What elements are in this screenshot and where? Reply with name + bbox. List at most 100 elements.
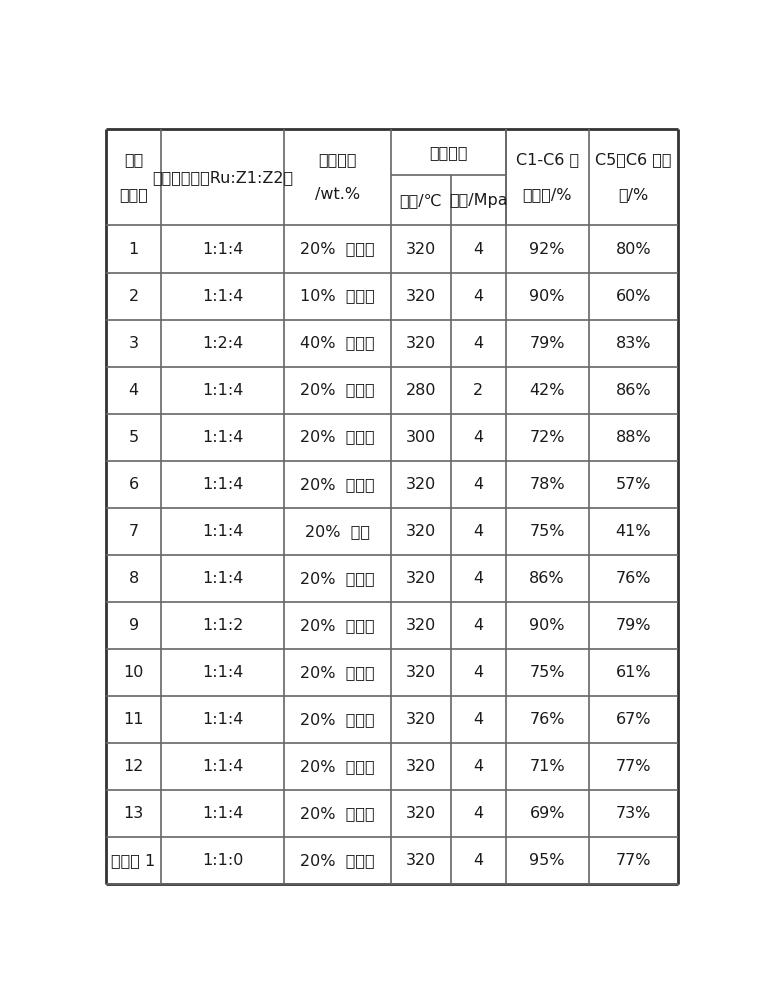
Text: 320: 320: [405, 759, 436, 774]
Text: 1:1:4: 1:1:4: [202, 665, 243, 680]
Text: 1:1:2: 1:1:2: [202, 618, 243, 633]
Text: 20%  山梨醇: 20% 山梨醇: [300, 759, 375, 774]
Text: 95%: 95%: [529, 853, 565, 868]
Text: 90%: 90%: [529, 289, 565, 304]
Text: 10: 10: [123, 665, 144, 680]
Text: 温度/℃: 温度/℃: [399, 193, 442, 208]
Text: 3: 3: [129, 336, 138, 351]
Text: 4: 4: [474, 336, 483, 351]
Text: 90%: 90%: [529, 618, 565, 633]
Text: 20%  山梨醇: 20% 山梨醇: [300, 383, 375, 398]
Text: 320: 320: [405, 853, 436, 868]
Text: 10%  山梨醇: 10% 山梨醇: [300, 289, 375, 304]
Text: 320: 320: [405, 242, 436, 257]
Text: 20%  山梨醇: 20% 山梨醇: [300, 806, 375, 821]
Text: 71%: 71%: [529, 759, 565, 774]
Text: 1:1:4: 1:1:4: [202, 383, 243, 398]
Text: 320: 320: [405, 806, 436, 821]
Text: 20%  山梨醇: 20% 山梨醇: [300, 430, 375, 445]
Text: 76%: 76%: [616, 571, 651, 586]
Text: 1:1:4: 1:1:4: [202, 712, 243, 727]
Text: 12: 12: [123, 759, 144, 774]
Text: 320: 320: [405, 524, 436, 539]
Text: 320: 320: [405, 477, 436, 492]
Text: 79%: 79%: [529, 336, 565, 351]
Text: 4: 4: [474, 289, 483, 304]
Text: 75%: 75%: [529, 524, 565, 539]
Text: 4: 4: [474, 853, 483, 868]
Text: 1:1:4: 1:1:4: [202, 242, 243, 257]
Text: 20%  木糖醇: 20% 木糖醇: [300, 571, 375, 586]
Text: 60%: 60%: [616, 289, 651, 304]
Text: 92%: 92%: [529, 242, 565, 257]
Text: 72%: 72%: [529, 430, 565, 445]
Text: 4: 4: [474, 524, 483, 539]
Text: 20%  山梨醇: 20% 山梨醇: [300, 853, 375, 868]
Text: 20%  木糖: 20% 木糖: [305, 524, 370, 539]
Text: 2: 2: [474, 383, 483, 398]
Text: 7: 7: [129, 524, 138, 539]
Text: 78%: 78%: [529, 477, 565, 492]
Text: C5、C6 选择

性/%: C5、C6 选择 性/%: [595, 152, 672, 202]
Text: 8: 8: [129, 571, 138, 586]
Text: 13: 13: [123, 806, 144, 821]
Text: 20%  山梨醇: 20% 山梨醇: [300, 242, 375, 257]
Text: 4: 4: [474, 712, 483, 727]
Text: 4: 4: [474, 430, 483, 445]
Text: 42%: 42%: [529, 383, 565, 398]
Text: 1:1:4: 1:1:4: [202, 289, 243, 304]
Text: 320: 320: [405, 665, 436, 680]
Text: 1:1:0: 1:1:0: [202, 853, 243, 868]
Text: 320: 320: [405, 712, 436, 727]
Text: 20%  山梨醇: 20% 山梨醇: [300, 712, 375, 727]
Text: 4: 4: [474, 665, 483, 680]
Text: 1:1:4: 1:1:4: [202, 430, 243, 445]
Text: 1:1:4: 1:1:4: [202, 571, 243, 586]
Text: 77%: 77%: [616, 759, 651, 774]
Text: 67%: 67%: [616, 712, 651, 727]
Text: 20%  山梨醇: 20% 山梨醇: [300, 618, 375, 633]
Text: 反应条件: 反应条件: [429, 145, 467, 160]
Text: C1-C6 烷

烃产率/%: C1-C6 烷 烃产率/%: [516, 152, 578, 202]
Text: 应用

实施例: 应用 实施例: [119, 152, 148, 202]
Text: 对比例 1: 对比例 1: [112, 853, 156, 868]
Text: 20%  葡萄糖: 20% 葡萄糖: [300, 477, 375, 492]
Text: 9: 9: [129, 618, 138, 633]
Text: 1: 1: [129, 242, 138, 257]
Text: 280: 280: [405, 383, 436, 398]
Text: 1:1:4: 1:1:4: [202, 524, 243, 539]
Text: 76%: 76%: [529, 712, 565, 727]
Text: 6: 6: [129, 477, 138, 492]
Text: 86%: 86%: [529, 571, 565, 586]
Text: 1:1:4: 1:1:4: [202, 806, 243, 821]
Text: 77%: 77%: [616, 853, 651, 868]
Text: 86%: 86%: [616, 383, 651, 398]
Text: 催化剂组成（Ru:Z1:Z2）: 催化剂组成（Ru:Z1:Z2）: [152, 170, 293, 185]
Text: 69%: 69%: [529, 806, 565, 821]
Text: 1:1:4: 1:1:4: [202, 759, 243, 774]
Text: 4: 4: [474, 618, 483, 633]
Text: 4: 4: [474, 759, 483, 774]
Text: 83%: 83%: [616, 336, 651, 351]
Text: 反应物成

/wt.%: 反应物成 /wt.%: [315, 152, 360, 202]
Text: 1:2:4: 1:2:4: [202, 336, 243, 351]
Text: 11: 11: [123, 712, 144, 727]
Text: 4: 4: [474, 242, 483, 257]
Text: 57%: 57%: [616, 477, 651, 492]
Text: 2: 2: [129, 289, 138, 304]
Text: 4: 4: [129, 383, 138, 398]
Text: 320: 320: [405, 289, 436, 304]
Text: 79%: 79%: [616, 618, 651, 633]
Text: 20%  山梨醇: 20% 山梨醇: [300, 665, 375, 680]
Text: 4: 4: [474, 571, 483, 586]
Text: 75%: 75%: [529, 665, 565, 680]
Text: 320: 320: [405, 618, 436, 633]
Text: 压力/Mpa: 压力/Mpa: [449, 193, 507, 208]
Text: 1:1:4: 1:1:4: [202, 477, 243, 492]
Text: 4: 4: [474, 806, 483, 821]
Text: 300: 300: [405, 430, 436, 445]
Text: 4: 4: [474, 477, 483, 492]
Text: 5: 5: [129, 430, 138, 445]
Text: 73%: 73%: [616, 806, 651, 821]
Text: 61%: 61%: [616, 665, 651, 680]
